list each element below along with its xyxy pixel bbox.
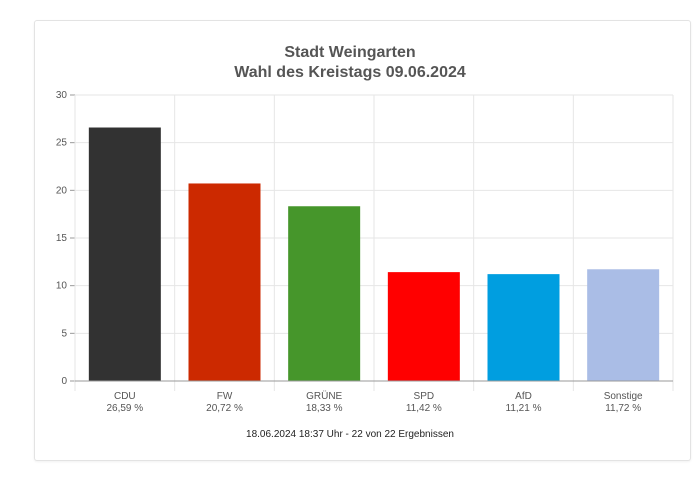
bar-spd	[387, 272, 460, 381]
y-tick-label: 15	[56, 233, 68, 244]
bar-sonstige	[587, 269, 660, 381]
x-tick-label: FW	[217, 391, 233, 402]
y-tick-label: 20	[56, 185, 68, 196]
data-label: 20,72 %	[206, 403, 243, 414]
bar-cdu	[88, 127, 161, 381]
x-tick-label: SPD	[414, 391, 435, 402]
y-tick-label: 10	[56, 281, 68, 292]
y-tick-label: 0	[61, 376, 67, 387]
y-tick-label: 25	[56, 138, 68, 149]
data-label: 11,42 %	[406, 403, 442, 414]
chart-title: Stadt Weingarten	[284, 44, 416, 61]
y-tick-label: 5	[61, 328, 67, 339]
y-tick-label: 30	[56, 90, 68, 101]
x-tick-label: Sonstige	[604, 391, 643, 402]
x-tick-label: GRÜNE	[306, 390, 342, 402]
bar-fw	[188, 183, 261, 381]
data-label: 11,72 %	[605, 403, 641, 414]
data-label: 11,21 %	[506, 403, 542, 414]
x-tick-label: AfD	[515, 391, 532, 402]
chart-subtitle: Wahl des Kreistags 09.06.2024	[234, 64, 466, 81]
bar-afd	[487, 274, 560, 381]
data-label: 26,59 %	[106, 403, 143, 414]
data-label: 18,33 %	[306, 403, 343, 414]
chart-footer: 18.06.2024 18:37 Uhr - 22 von 22 Ergebni…	[246, 429, 454, 440]
bar-grüne	[288, 206, 361, 381]
x-tick-label: CDU	[114, 391, 136, 402]
